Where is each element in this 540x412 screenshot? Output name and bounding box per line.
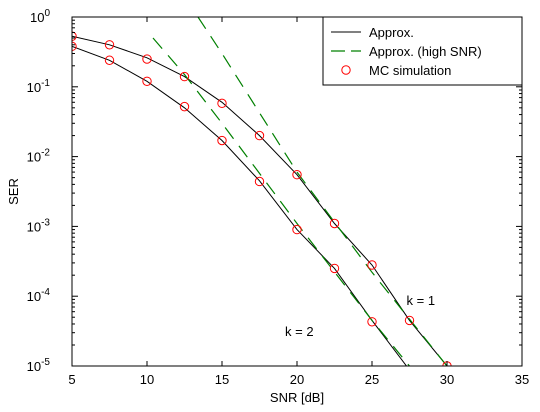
plot-area: k = 1 k = 2 (72, 17, 452, 366)
x-axis-label: SNR [dB] (270, 390, 324, 405)
mc-point-k1 (329, 218, 340, 229)
mc-point-k1 (104, 40, 115, 50)
mc-point-k1 (179, 71, 190, 82)
y-tick-label: 10-5 (27, 357, 51, 374)
x-tick-label: 5 (68, 372, 75, 387)
axes: 5 10 15 20 25 30 35 10-5 10-4 10-3 10-2 10-1 100 (27, 8, 530, 387)
series-group (72, 17, 452, 366)
y-axis-label: SER (6, 178, 21, 205)
curve-annotation: k = 1 (407, 293, 436, 308)
mc-point-k1 (142, 54, 152, 64)
legend-label: Approx. (369, 25, 414, 40)
mc-point-k1 (217, 98, 227, 109)
y-tick-label: 100 (30, 8, 50, 25)
mc-point-k2 (329, 263, 340, 274)
y-tick-label: 10-1 (27, 78, 51, 95)
mc-point-k1 (367, 260, 377, 270)
mc-point-k2 (254, 176, 265, 187)
x-tick-label: 10 (140, 372, 154, 387)
mc-point-k2 (367, 317, 377, 327)
approx-line-k2 (72, 45, 407, 366)
x-tick-label: 20 (290, 372, 304, 387)
mc-point-k1 (404, 315, 415, 326)
y-tick-label: 10-4 (27, 287, 51, 304)
curve-annotation: k = 2 (285, 324, 314, 339)
mc-point-k2 (217, 135, 227, 146)
x-tick-label: 15 (215, 372, 229, 387)
x-tick-label: 30 (440, 372, 454, 387)
mc-point-k1 (254, 130, 265, 141)
y-tick-label: 10-2 (27, 148, 51, 165)
y-tick-label: 10-3 (27, 217, 51, 234)
mc-point-k2 (179, 101, 190, 112)
approx-line-k1 (72, 35, 448, 366)
mc-point-k2 (142, 76, 152, 86)
legend-label: Approx. (high SNR) (369, 44, 482, 59)
legend: Approx. Approx. (high SNR) MC simulation (322, 16, 523, 86)
mc-point-k1 (292, 170, 302, 180)
legend-label: MC simulation (369, 63, 451, 78)
mc-point-k2 (104, 55, 115, 65)
legend-swatch-mc (341, 65, 351, 75)
x-tick-label: 25 (365, 372, 379, 387)
high-snr-line-k1 (197, 17, 448, 366)
mc-point-k2 (292, 224, 302, 235)
x-tick-label: 35 (515, 372, 529, 387)
high-snr-line-k2 (152, 37, 410, 366)
